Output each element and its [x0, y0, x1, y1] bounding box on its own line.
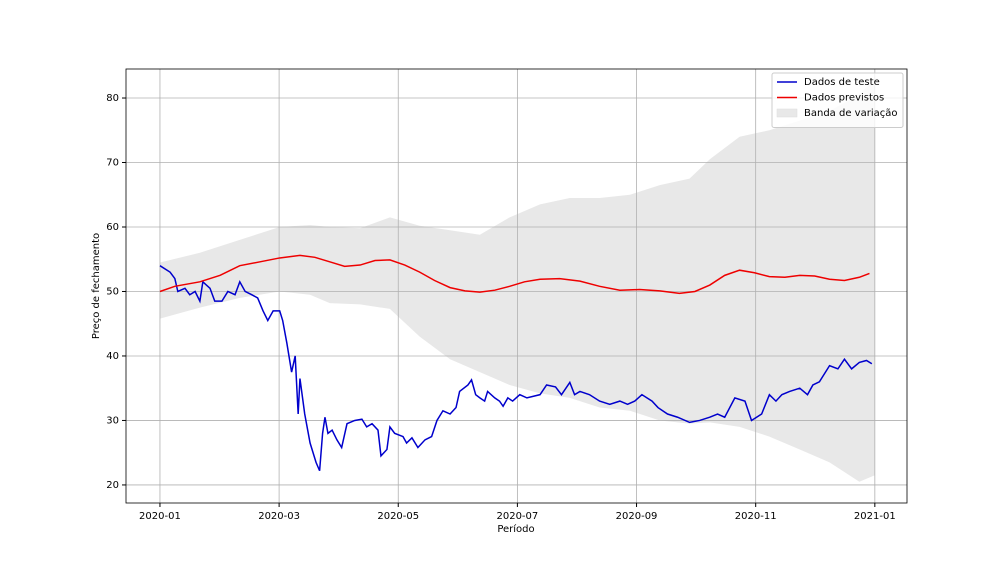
data-line: [159, 265, 873, 472]
x-tick-label: 2020-01: [139, 511, 181, 522]
x-axis-label: Período: [497, 523, 534, 535]
legend-swatch: [776, 108, 798, 118]
y-tick-label: 70: [106, 158, 119, 169]
y-tick-label: 40: [106, 351, 119, 362]
x-tick-label: 2020-05: [377, 511, 419, 522]
x-tick-label: 2021-01: [854, 511, 896, 522]
x-tick-label: 2020-07: [496, 511, 538, 522]
plot-frame: [125, 68, 908, 504]
x-tick-label: 2020-11: [735, 511, 777, 522]
y-axis-label: Preço de fechamento: [91, 233, 102, 339]
data-line: [159, 254, 870, 295]
legend-box: [771, 72, 904, 128]
legend-label: Dados de teste: [804, 77, 880, 88]
x-tick-label: 2020-09: [616, 511, 658, 522]
y-tick-label: 30: [106, 415, 119, 426]
legend-label: Dados previstos: [804, 93, 884, 104]
y-tick-label: 60: [106, 222, 119, 233]
legend-label: Banda de variação: [804, 108, 897, 119]
x-tick-label: 2020-03: [258, 511, 300, 522]
y-tick-label: 80: [106, 93, 119, 104]
y-tick-label: 50: [106, 286, 119, 297]
y-tick-label: 20: [106, 480, 119, 491]
